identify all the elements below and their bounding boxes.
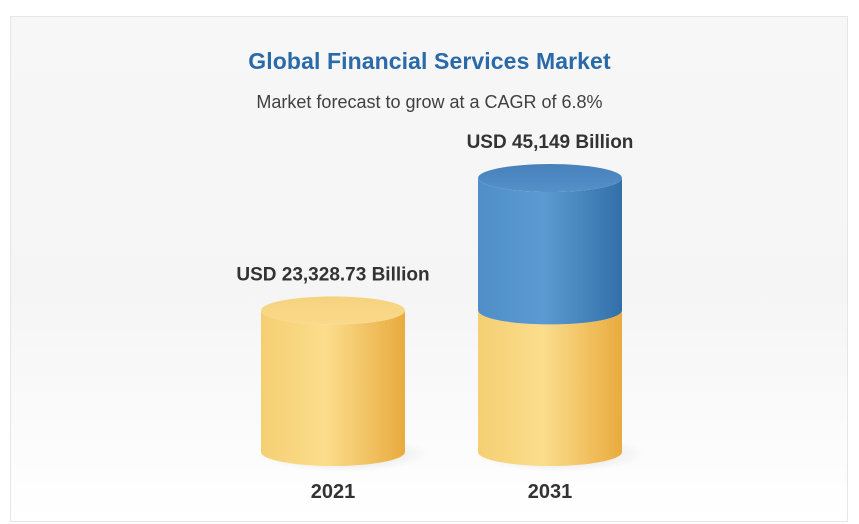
chart-title: Global Financial Services Market — [248, 48, 611, 74]
category-label: 2031 — [528, 481, 573, 503]
bar-base-segment — [261, 310, 405, 466]
bar-2021 — [257, 296, 429, 472]
bar-growth-segment — [478, 178, 622, 325]
chart-card — [10, 16, 848, 522]
chart-subtitle: Market forecast to grow at a CAGR of 6.8… — [256, 92, 603, 112]
category-label: 2021 — [311, 481, 356, 503]
bar-base-segment — [478, 310, 622, 466]
bar-top-cap — [261, 296, 405, 325]
data-label: USD 45,149 Billion — [467, 132, 634, 153]
bar-top-cap — [478, 164, 622, 192]
bar-2031 — [474, 164, 646, 472]
data-label: USD 23,328.73 Billion — [236, 264, 429, 285]
